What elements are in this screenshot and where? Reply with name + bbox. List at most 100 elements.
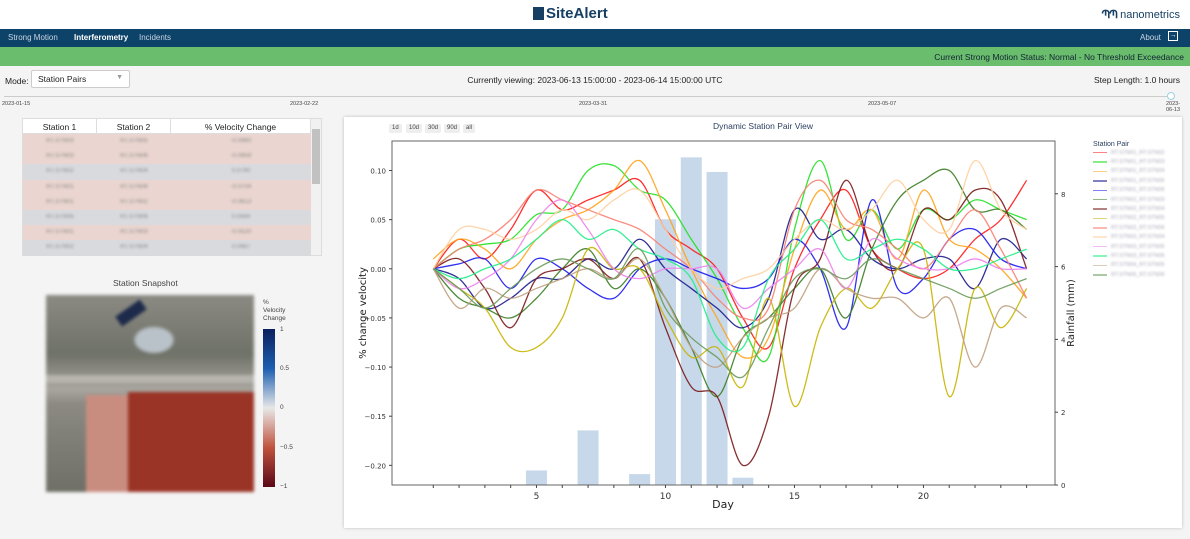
y-tick-label: 0.10	[370, 167, 386, 175]
table-row[interactable]: RT.STN01 RT.STN02 -0.0613	[23, 194, 311, 210]
scrollbar-thumb[interactable]	[312, 129, 320, 184]
y2-tick-label: 4	[1061, 336, 1066, 344]
legend-swatch	[1093, 198, 1107, 201]
brand-text: nanometrics	[1120, 8, 1180, 21]
y-tick-label: −0.10	[365, 364, 386, 372]
legend-label: RT.STN01_RT.STN03	[1111, 159, 1165, 166]
series-line	[432, 179, 1028, 467]
nav-strong-motion[interactable]: Strong Motion	[8, 33, 58, 42]
logo-text: SiteAlert	[546, 5, 608, 22]
table-row[interactable]: RT.STN03 RT.STN05 -0.0960	[23, 134, 311, 150]
rainfall-bar	[629, 474, 651, 485]
app-header: SiteAlert ՊՊ nanometrics	[0, 0, 1190, 29]
legend-swatch	[1093, 189, 1107, 191]
table-cell: -0.0959	[230, 153, 252, 160]
series-line	[433, 218, 1027, 353]
table-cell: 0.0564	[231, 213, 251, 220]
legend-item[interactable]: RT.STN02_RT.STN03	[1093, 195, 1165, 204]
legend-item[interactable]: RT.STN04_RT.STN05	[1093, 261, 1165, 270]
range-all-button[interactable]: all	[463, 124, 476, 133]
building-icon	[533, 7, 544, 20]
legend-item[interactable]: RT.STN02_RT.STN05	[1093, 214, 1165, 223]
nanometrics-logo: ՊՊ nanometrics	[1101, 8, 1180, 22]
logout-icon[interactable]: →	[1168, 31, 1178, 41]
timeline-handle[interactable]	[1167, 92, 1175, 100]
legend-item[interactable]: RT.STN03_RT.STN05	[1093, 242, 1165, 251]
legend-swatch	[1093, 161, 1107, 163]
legend-swatch	[1093, 236, 1107, 238]
legend-item[interactable]: RT.STN03_RT.STN04	[1093, 233, 1165, 242]
nav-incidents[interactable]: Incidents	[139, 33, 172, 42]
table-cell: RT.STN02	[46, 168, 74, 175]
sitealert-logo[interactable]: SiteAlert	[533, 5, 608, 22]
table-cell: RT.STN03	[46, 138, 74, 144]
legend-label: RT.STN04_RT.STN05	[1111, 262, 1165, 269]
timeline-slider[interactable]	[4, 96, 1172, 97]
y2-tick-label: 0	[1061, 482, 1065, 490]
table-cell: RT.STN06	[120, 183, 148, 190]
table-row[interactable]: RT.STN03 RT.STN06 -0.0959	[23, 149, 311, 165]
col-station-2[interactable]: Station 2	[97, 119, 171, 133]
range-10d-button[interactable]: 10d	[406, 124, 423, 133]
legend-label: RT.STN03_RT.STN06	[1111, 252, 1165, 259]
range-30d-button[interactable]: 30d	[425, 124, 442, 133]
legend-item[interactable]: RT.STN01_RT.STN02	[1093, 148, 1165, 157]
timeline-label: 2023-02-22	[290, 101, 319, 107]
timeline-label: 2023-05-07	[868, 101, 897, 107]
x-tick-label: 15	[789, 492, 800, 502]
legend-swatch	[1093, 180, 1107, 182]
col-velocity-change[interactable]: % Velocity Change	[171, 119, 311, 133]
series-line	[432, 199, 1027, 310]
legend-swatch	[1093, 227, 1107, 229]
legend-swatch	[1093, 208, 1107, 210]
y2-tick-label: 6	[1061, 264, 1066, 272]
legend-label: RT.STN02_RT.STN05	[1111, 215, 1165, 222]
range-1d-button[interactable]: 1d	[389, 124, 402, 133]
table-row[interactable]: RT.STN05 RT.STN06 0.0564	[23, 209, 311, 226]
col-station-1[interactable]: Station 1	[23, 119, 97, 133]
legend-item[interactable]: RT.STN02_RT.STN06	[1093, 223, 1165, 232]
mode-select[interactable]: Station Pairs ▼	[31, 70, 130, 88]
legend-item[interactable]: RT.STN01_RT.STN03	[1093, 157, 1165, 166]
table-scrollbar[interactable]	[311, 119, 321, 255]
range-90d-button[interactable]: 90d	[444, 124, 461, 133]
legend-label: RT.STN02_RT.STN03	[1111, 196, 1165, 203]
series-line	[432, 248, 1027, 379]
table-cell: RT.STN02	[46, 244, 74, 251]
table-row[interactable]: RT.STN01 RT.STN03 -0.0520	[23, 225, 311, 241]
legend-item[interactable]: RT.STN05_RT.STN06	[1093, 270, 1165, 279]
table-row[interactable]: RT.STN02 RT.STN04 0.0487	[23, 240, 311, 256]
legend-item[interactable]: RT.STN02_RT.STN04	[1093, 204, 1165, 213]
nav-interferometry[interactable]: Interferometry	[74, 33, 129, 42]
y2-tick-label: 2	[1061, 409, 1065, 417]
rainfall-bar	[732, 477, 754, 485]
legend-item[interactable]: RT.STN01_RT.STN05	[1093, 176, 1165, 185]
table-row[interactable]: RT.STN01 RT.STN06 -0.0704	[23, 179, 311, 195]
legend-item[interactable]: RT.STN01_RT.STN06	[1093, 186, 1165, 195]
table-row[interactable]: RT.STN02 RT.STN04 0.0790	[23, 164, 311, 180]
legend-label: RT.STN01_RT.STN04	[1111, 168, 1165, 175]
series-line	[432, 160, 1028, 290]
nanometrics-mark-icon: ՊՊ	[1101, 9, 1118, 21]
chart-title: Dynamic Station Pair View	[713, 121, 813, 131]
status-bar: Current Strong Motion Status: Normal - N…	[0, 47, 1190, 66]
mode-label: Mode:	[5, 76, 29, 86]
table-cell: RT.STN04	[120, 168, 148, 175]
nav-about[interactable]: About	[1140, 33, 1161, 42]
table-cell: RT.STN05	[120, 138, 148, 144]
table-cell: -0.0613	[230, 198, 252, 205]
rainfall-bar	[706, 171, 728, 485]
y2-tick-label: 8	[1061, 191, 1065, 199]
colorbar-tick: 0	[280, 404, 284, 411]
legend-item[interactable]: RT.STN01_RT.STN04	[1093, 167, 1165, 176]
table-cell: RT.STN04	[120, 244, 148, 251]
legend-swatch	[1093, 151, 1107, 154]
table-cell: 0.0487	[231, 244, 251, 251]
rainfall-bar	[680, 157, 702, 485]
colorbar-tick: 1	[280, 326, 284, 333]
x-tick-label: 20	[918, 492, 930, 502]
x-axis-label: Day	[712, 498, 734, 511]
legend-item[interactable]: RT.STN03_RT.STN06	[1093, 251, 1165, 260]
rainfall-bar	[654, 219, 676, 485]
